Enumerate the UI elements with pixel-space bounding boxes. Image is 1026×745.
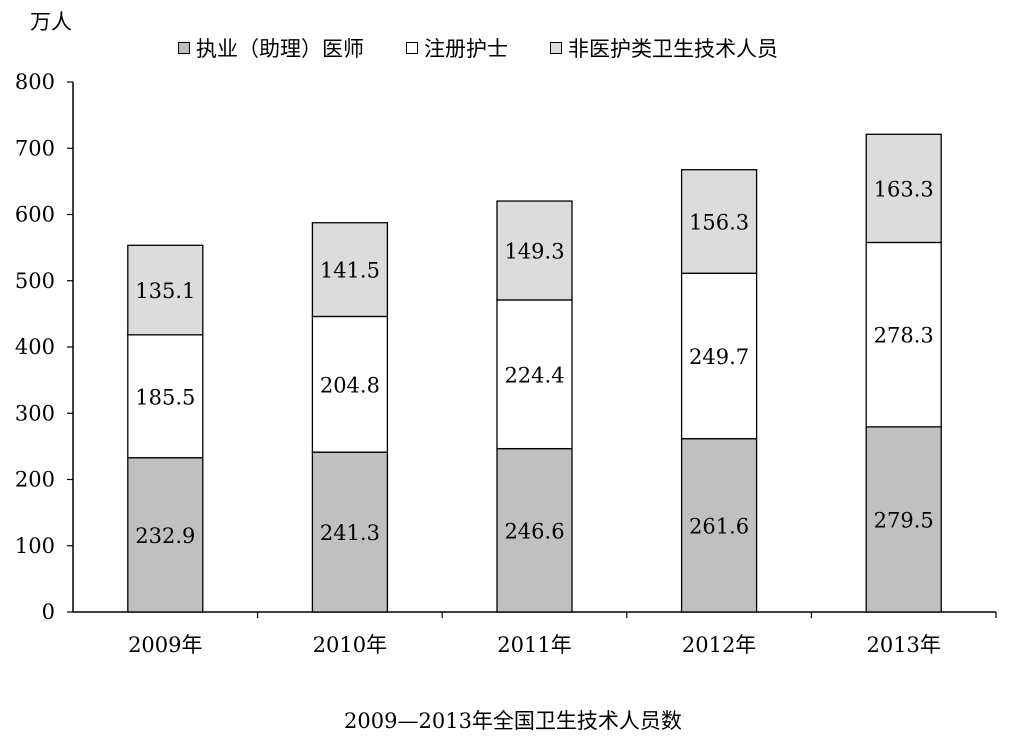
legend-item-nurses: 注册护士 [406,33,508,63]
bar-segment [865,426,942,613]
y-tick-label: 800 [15,70,55,94]
legend-swatch-other-staff [550,42,562,54]
data-label: 246.6 [504,519,564,543]
chart-title: 2009—2013年全国卫生技术人员数 [344,709,682,733]
x-tick-label: 2010年 [313,633,387,657]
legend-label-physicians: 执业（助理）医师 [196,37,364,61]
bar-segment [127,244,204,336]
data-label: 249.7 [689,345,749,369]
data-label: 163.3 [874,177,934,201]
legend-label-nurses: 注册护士 [424,37,508,61]
y-tick-label: 500 [15,269,55,293]
data-label: 149.3 [504,240,564,264]
y-tick-label: 200 [15,468,55,492]
data-label: 241.3 [320,521,380,545]
x-tick-label: 2011年 [497,633,571,657]
bar-segment [680,438,758,613]
data-label: 224.4 [504,363,564,387]
data-label: 141.5 [320,259,380,283]
y-tick-label: 300 [15,401,55,425]
bar-segment [680,169,758,274]
x-tick-label: 2012年 [682,633,756,657]
bar-segment [496,447,573,613]
bar-segment [865,241,942,428]
legend-swatch-nurses [406,42,418,54]
x-tick-label: 2009年 [128,633,202,657]
bar-segment [311,222,389,318]
x-tick-label: 2013年 [866,633,940,657]
y-tick-label: 400 [15,335,55,359]
y-tick-label: 0 [42,600,55,624]
bar-segment [127,334,204,459]
bar-segment [311,451,389,613]
data-label: 278.3 [874,324,934,348]
data-label: 156.3 [689,210,749,234]
legend-item-other-staff: 非医护类卫生技术人员 [550,33,778,63]
data-label: 261.6 [689,514,749,538]
data-label: 232.9 [135,524,195,548]
y-tick-label: 600 [15,203,55,227]
data-label: 279.5 [874,508,934,532]
legend-label-other-staff: 非医护类卫生技术人员 [568,37,778,61]
bar-segment [496,200,573,301]
legend-item-physicians: 执业（助理）医师 [178,33,364,63]
y-axis-unit-label: 万人 [30,10,72,34]
data-label: 135.1 [135,279,195,303]
data-label: 185.5 [135,385,195,409]
y-tick-label: 700 [15,136,55,160]
legend-swatch-physicians [178,42,190,54]
bar-segment [865,133,942,244]
data-label: 204.8 [320,373,380,397]
stacked-bar-chart: 0 100 200 300 400 500 600 700 800 232.9 185.5 135.1… [15,70,997,657]
y-tick-label: 100 [15,534,55,558]
bar-segment [311,315,389,453]
chart-legend: 执业（助理）医师 注册护士 非医护类卫生技术人员 [178,33,820,63]
